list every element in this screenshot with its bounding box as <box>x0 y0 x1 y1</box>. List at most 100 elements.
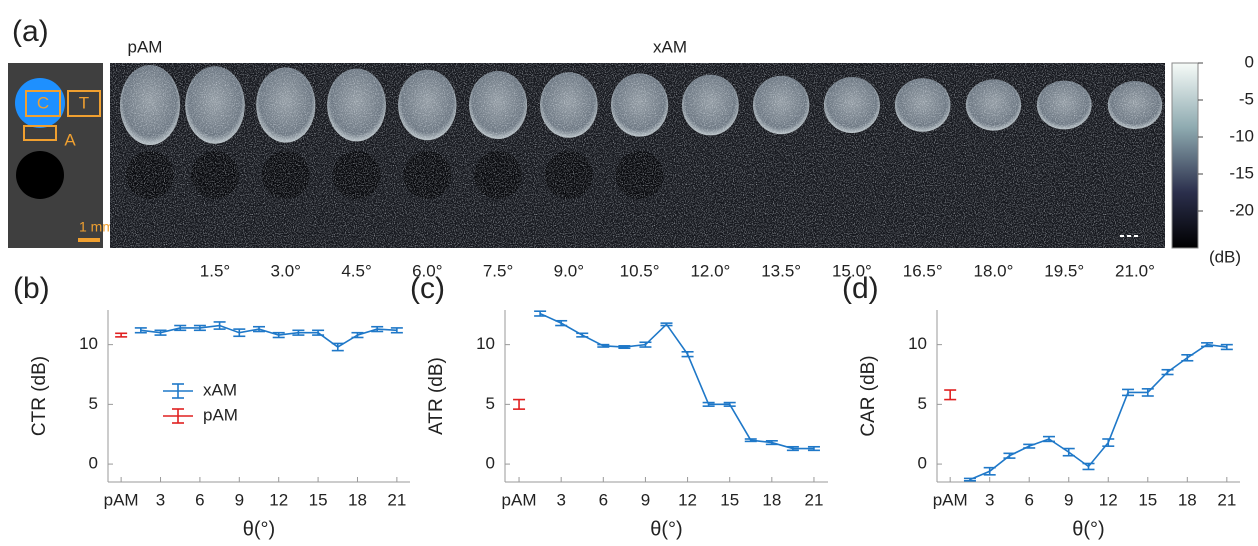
angle-label: 18.0° <box>974 261 1014 280</box>
error-bar <box>1141 388 1154 397</box>
x-tick-label: pAM <box>933 490 968 509</box>
x-tick-label: 12 <box>1099 490 1118 509</box>
colorbar <box>1171 62 1199 249</box>
series-line <box>140 324 397 348</box>
x-tick-label: 12 <box>678 490 697 509</box>
y-tick-label: 5 <box>486 394 495 413</box>
x-tick-label: 18 <box>348 490 367 509</box>
error-bar <box>786 445 799 452</box>
angle-label: 3.0° <box>271 261 301 280</box>
colorbar-tick-label: -5 <box>1239 89 1254 108</box>
y-tick-label: 0 <box>918 454 927 473</box>
error-bar <box>1220 343 1233 351</box>
error-bar <box>576 332 589 338</box>
x-tick-label: 3 <box>985 490 994 509</box>
error-bar <box>618 345 631 350</box>
x-tick-label: pAM <box>502 490 537 509</box>
x-axis-title: θ(°) <box>650 518 682 540</box>
error-bar <box>681 351 694 358</box>
error-bar <box>371 325 384 333</box>
angle-label: 4.5° <box>341 261 371 280</box>
x-tick-label: 6 <box>1024 490 1033 509</box>
angle-label: 12.0° <box>690 261 730 280</box>
error-bar <box>534 310 547 317</box>
x-tick-label: 21 <box>387 490 406 509</box>
panel-label: (c) <box>410 272 445 305</box>
error-bar <box>1042 435 1055 443</box>
y-axis-title: ATR (dB) <box>426 357 447 435</box>
x-tick-label: 15 <box>309 490 328 509</box>
x-tick-label: 18 <box>762 490 781 509</box>
error-bar <box>213 321 226 330</box>
schematic-label: C <box>37 93 49 112</box>
panel-label: (a) <box>12 15 49 48</box>
image-label: xAM <box>653 37 687 56</box>
angle-label: 10.5° <box>620 261 660 280</box>
schematic-label: T <box>79 93 89 112</box>
panel-label: (d) <box>842 272 879 305</box>
image-label: pAM <box>128 37 163 56</box>
error-bar <box>1062 447 1075 457</box>
angle-label: 19.5° <box>1044 261 1084 280</box>
x-tick-label: 3 <box>156 490 165 509</box>
colorbar-tick-label: 0 <box>1245 52 1254 71</box>
x-tick-label: 18 <box>1178 490 1197 509</box>
x-tick-label: 12 <box>269 490 288 509</box>
error-bar <box>134 327 147 334</box>
error-bar <box>983 466 996 476</box>
error-bar <box>1161 368 1174 376</box>
error-bar <box>944 389 957 401</box>
angle-label: 6.0° <box>412 261 442 280</box>
x-tick-label: pAM <box>104 490 139 509</box>
colorbar-tick-label: -15 <box>1229 163 1254 182</box>
y-tick-label: 0 <box>486 454 495 473</box>
error-bar <box>331 342 344 352</box>
error-bar <box>390 327 403 334</box>
legend-label: xAM <box>203 380 237 399</box>
y-tick-label: 10 <box>476 334 495 353</box>
angle-label: 16.5° <box>903 261 943 280</box>
schematic: C T A 1 mm <box>8 63 114 248</box>
x-tick-label: 9 <box>235 490 244 509</box>
y-axis-title: CTR (dB) <box>29 356 50 436</box>
error-bar <box>253 325 265 333</box>
angle-label: 21.0° <box>1115 261 1155 280</box>
error-bar <box>1181 353 1194 362</box>
x-axis-title: θ(°) <box>243 518 275 540</box>
error-bar <box>351 331 364 339</box>
scale-bar-label: 1 mm <box>79 219 114 235</box>
y-tick-label: 5 <box>918 394 927 413</box>
schematic-label: A <box>64 130 76 149</box>
x-tick-label: 3 <box>556 490 565 509</box>
angle-label: 13.5° <box>761 261 801 280</box>
y-tick-label: 10 <box>79 334 98 353</box>
angle-label: 7.5° <box>483 261 513 280</box>
error-bar <box>1003 452 1016 459</box>
error-bar <box>115 332 128 338</box>
error-bar <box>744 438 757 443</box>
error-bar <box>292 329 305 336</box>
x-tick-label: 6 <box>195 490 204 509</box>
x-tick-label: 6 <box>599 490 608 509</box>
error-bar <box>513 398 526 410</box>
error-bar <box>660 322 673 327</box>
error-bar <box>765 439 778 446</box>
angle-label: 9.0° <box>554 261 584 280</box>
error-bar <box>1102 438 1115 447</box>
colorbar-tick-label: -10 <box>1229 126 1254 145</box>
error-bar <box>639 341 652 348</box>
x-tick-label: 15 <box>720 490 739 509</box>
x-tick-label: 9 <box>641 490 650 509</box>
error-bar <box>272 331 285 339</box>
colorbar-tick-label: -20 <box>1229 200 1254 219</box>
speckle <box>110 63 1165 248</box>
x-tick-label: 21 <box>1217 490 1236 509</box>
legend-label: pAM <box>203 405 238 424</box>
series-line <box>969 343 1227 481</box>
angle-label: 15.0° <box>832 261 872 280</box>
x-axis-title: θ(°) <box>1072 518 1104 540</box>
error-bar <box>1122 388 1135 397</box>
y-tick-label: 5 <box>89 394 98 413</box>
x-tick-label: 21 <box>804 490 823 509</box>
